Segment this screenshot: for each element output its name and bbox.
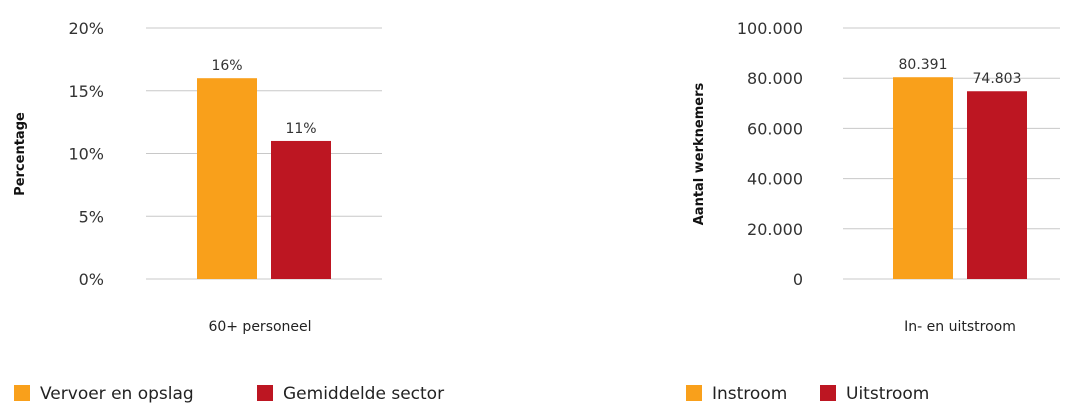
chart2-legend: Instroom Uitstroom bbox=[686, 384, 929, 404]
chart-in-uitstroom: Aantal werknemers 0 20.000 40.000 60.000 80.… bbox=[686, 19, 1060, 404]
data-label: 11% bbox=[285, 121, 316, 137]
chart1-legend: Vervoer en opslag Gemiddelde sector bbox=[14, 384, 444, 404]
y-tick-label: 10% bbox=[68, 145, 104, 164]
chart1-y-axis-label: Percentage bbox=[13, 112, 28, 196]
data-label: 74.803 bbox=[973, 71, 1022, 87]
bar-gemiddelde-sector bbox=[271, 140, 331, 279]
chart2-y-ticks: 0 20.000 40.000 60.000 80.000 100.000 bbox=[737, 19, 803, 289]
legend-label-instroom: Instroom bbox=[712, 384, 787, 404]
legend-label-gemiddelde: Gemiddelde sector bbox=[283, 384, 444, 404]
bar-uitstroom bbox=[967, 91, 1027, 279]
legend-swatch-uitstroom bbox=[820, 385, 836, 401]
y-tick-label: 60.000 bbox=[747, 119, 803, 138]
y-tick-label: 0 bbox=[793, 270, 803, 289]
chart2-category-label: In- en uitstroom bbox=[904, 319, 1016, 335]
chart2-data-labels: 80.391 74.803 bbox=[899, 57, 1022, 87]
chart1-gridlines bbox=[146, 27, 382, 280]
y-tick-label: 100.000 bbox=[737, 19, 803, 38]
chart-60plus: Percentage 0% 5% 10% 15% 20% 16% 11% 60+ pers… bbox=[13, 19, 444, 404]
data-label: 16% bbox=[211, 58, 242, 74]
y-tick-label: 5% bbox=[79, 207, 104, 226]
legend-swatch-instroom bbox=[686, 385, 702, 401]
y-tick-label: 20.000 bbox=[747, 220, 803, 239]
y-tick-label: 15% bbox=[68, 82, 104, 101]
bar-vervoer-en-opslag bbox=[197, 78, 257, 279]
legend-swatch-vervoer bbox=[14, 385, 30, 401]
chart1-data-labels: 16% 11% bbox=[211, 58, 316, 137]
chart1-y-ticks: 0% 5% 10% 15% 20% bbox=[68, 19, 104, 289]
y-tick-label: 20% bbox=[68, 19, 104, 38]
y-tick-label: 80.000 bbox=[747, 69, 803, 88]
y-tick-label: 40.000 bbox=[747, 170, 803, 189]
bar-instroom bbox=[893, 77, 953, 279]
chart1-bars bbox=[197, 78, 331, 279]
chart2-y-axis-label: Aantal werknemers bbox=[692, 82, 707, 225]
legend-label-vervoer: Vervoer en opslag bbox=[40, 384, 194, 404]
y-tick-label: 0% bbox=[79, 270, 104, 289]
legend-swatch-gemiddelde bbox=[257, 385, 273, 401]
legend-label-uitstroom: Uitstroom bbox=[846, 384, 929, 404]
chart2-bars bbox=[893, 77, 1027, 279]
chart1-category-label: 60+ personeel bbox=[208, 319, 311, 335]
data-label: 80.391 bbox=[899, 57, 948, 73]
